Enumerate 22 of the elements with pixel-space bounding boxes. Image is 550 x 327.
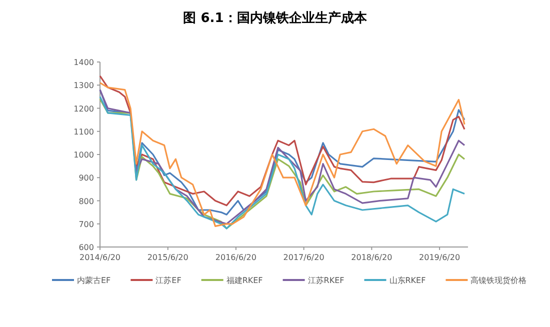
y-tick-label: 1300 (74, 81, 94, 90)
y-tick-label: 900 (78, 174, 94, 183)
y-tick-label: 1400 (74, 58, 94, 67)
x-tick-label: 2016/6/20 (215, 253, 256, 262)
y-tick-label: 1200 (74, 104, 94, 114)
x-tick-label: 2017/6/20 (283, 253, 324, 262)
legend-label: 山东RKEF (389, 276, 426, 285)
x-tick-label: 2014/6/20 (79, 253, 121, 262)
y-tick-label: 1000 (74, 150, 94, 160)
legend-label: 内蒙古EF (77, 276, 112, 285)
y-tick-label: 1100 (74, 127, 94, 136)
x-tick-label: 2019/6/20 (419, 253, 460, 262)
x-tick-label: 2015/6/20 (147, 253, 188, 262)
legend-label: 江苏EF (156, 276, 182, 285)
y-tick-label: 600 (78, 243, 94, 252)
chart-title: 图 6.1：国内镍铁企业生产成本 (183, 10, 368, 26)
y-tick-label: 700 (78, 220, 94, 229)
legend-label: 福建RKEF (226, 276, 264, 285)
legend-label: 江苏RKEF (308, 276, 345, 285)
y-tick-label: 800 (78, 196, 94, 206)
legend-label: 高镍铁现货价格 (470, 276, 527, 285)
x-tick-label: 2018/6/20 (351, 253, 392, 262)
